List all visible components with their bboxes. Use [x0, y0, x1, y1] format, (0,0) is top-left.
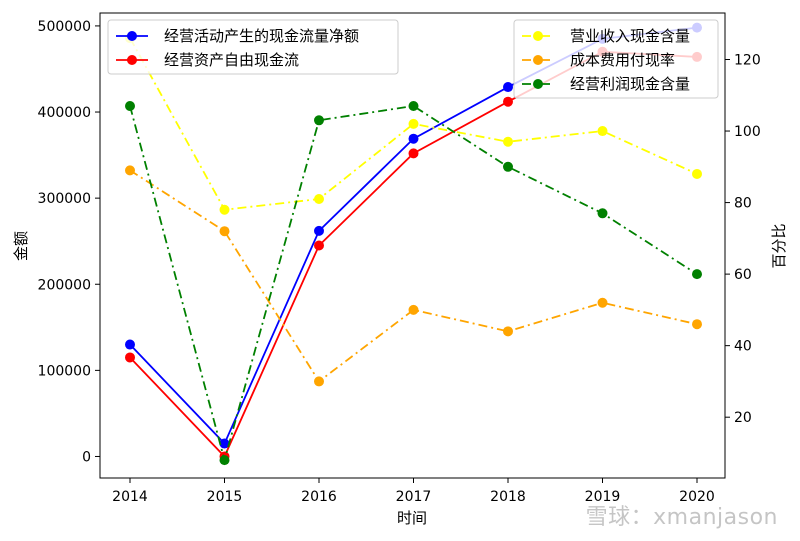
left-tick-label: 200000	[38, 277, 91, 293]
y-axis-label-right: 百分比	[770, 223, 788, 268]
data-point	[692, 168, 702, 179]
legend-item: 经营利润现金含量	[522, 75, 690, 93]
legend-label: 成本费用付现率	[570, 51, 675, 69]
x-tick-label: 2016	[301, 489, 337, 505]
right-tick-label: 100	[734, 124, 761, 140]
x-tick-label: 2014	[112, 489, 148, 505]
data-point	[597, 126, 608, 137]
right-tick-label: 80	[734, 196, 752, 212]
left-tick-label: 400000	[38, 105, 91, 121]
series-right-2	[125, 101, 702, 466]
data-point	[125, 339, 135, 350]
data-point	[408, 101, 419, 111]
data-point	[597, 208, 608, 219]
data-point	[408, 304, 419, 315]
legend-label: 经营资产自由现金流	[164, 51, 299, 69]
x-tick-label: 2017	[396, 489, 432, 505]
left-tick-label: 500000	[38, 19, 91, 35]
data-point	[408, 133, 419, 144]
legend-item: 营业收入现金含量	[522, 27, 690, 45]
data-point	[219, 455, 230, 466]
data-point	[125, 352, 135, 363]
data-point	[314, 115, 324, 126]
watermark: 雪球：xmanjason	[585, 505, 778, 530]
legend-item: 经营活动产生的现金流量净额	[116, 27, 359, 45]
legend-item: 成本费用付现率	[522, 51, 675, 69]
left-tick-label: 300000	[38, 191, 91, 207]
legend-label: 经营利润现金含量	[570, 75, 690, 93]
data-point	[125, 101, 135, 111]
legend-swatch-marker	[127, 55, 137, 65]
legend-label: 经营活动产生的现金流量净额	[164, 27, 359, 45]
y-axis-label-left: 金额	[12, 231, 30, 261]
data-point	[314, 225, 324, 236]
left-axis-ticks: 0 100000 200000 300000 400000 500000	[38, 19, 100, 465]
x-tick-label: 2015	[207, 489, 243, 505]
right-tick-label: 120	[734, 53, 761, 69]
legend-box	[513, 19, 719, 99]
right-tick-label: 20	[734, 410, 752, 426]
right-tick-label: 40	[734, 339, 752, 355]
legend-swatch-marker	[533, 55, 543, 65]
data-point	[503, 136, 513, 147]
data-point	[692, 269, 702, 280]
x-tick-label: 2019	[585, 489, 621, 505]
data-point	[503, 96, 513, 107]
data-point	[314, 376, 324, 387]
data-point	[314, 240, 324, 251]
x-tick-label: 2020	[679, 489, 715, 505]
x-tick-label: 2018	[490, 489, 526, 505]
x-axis-label: 时间	[397, 509, 427, 527]
data-point	[408, 148, 419, 159]
x-axis-ticks: 2014 2015 2016 2017 2018 2019 2020	[112, 478, 715, 505]
right-axis-ticks: 20 40 60 80 100 120	[725, 53, 761, 426]
data-point	[125, 165, 135, 176]
data-point	[597, 297, 608, 308]
legend-swatch-marker	[533, 79, 543, 89]
data-point	[219, 226, 230, 237]
legend-swatch-marker	[533, 31, 543, 41]
data-point	[503, 161, 513, 172]
data-point	[503, 82, 513, 93]
data-point	[408, 118, 419, 129]
right-tick-label: 60	[734, 267, 752, 283]
data-point	[219, 204, 230, 215]
legend-box	[107, 19, 399, 75]
data-point	[692, 319, 702, 330]
left-tick-label: 0	[82, 449, 91, 465]
series-right-1	[125, 165, 702, 387]
data-point	[219, 438, 230, 449]
legend-swatch-marker	[127, 31, 137, 41]
legend-label: 营业收入现金含量	[570, 27, 690, 45]
left-tick-label: 100000	[38, 363, 91, 379]
data-point	[503, 326, 513, 337]
data-point	[314, 194, 324, 204]
legend-item: 经营资产自由现金流	[116, 51, 299, 69]
